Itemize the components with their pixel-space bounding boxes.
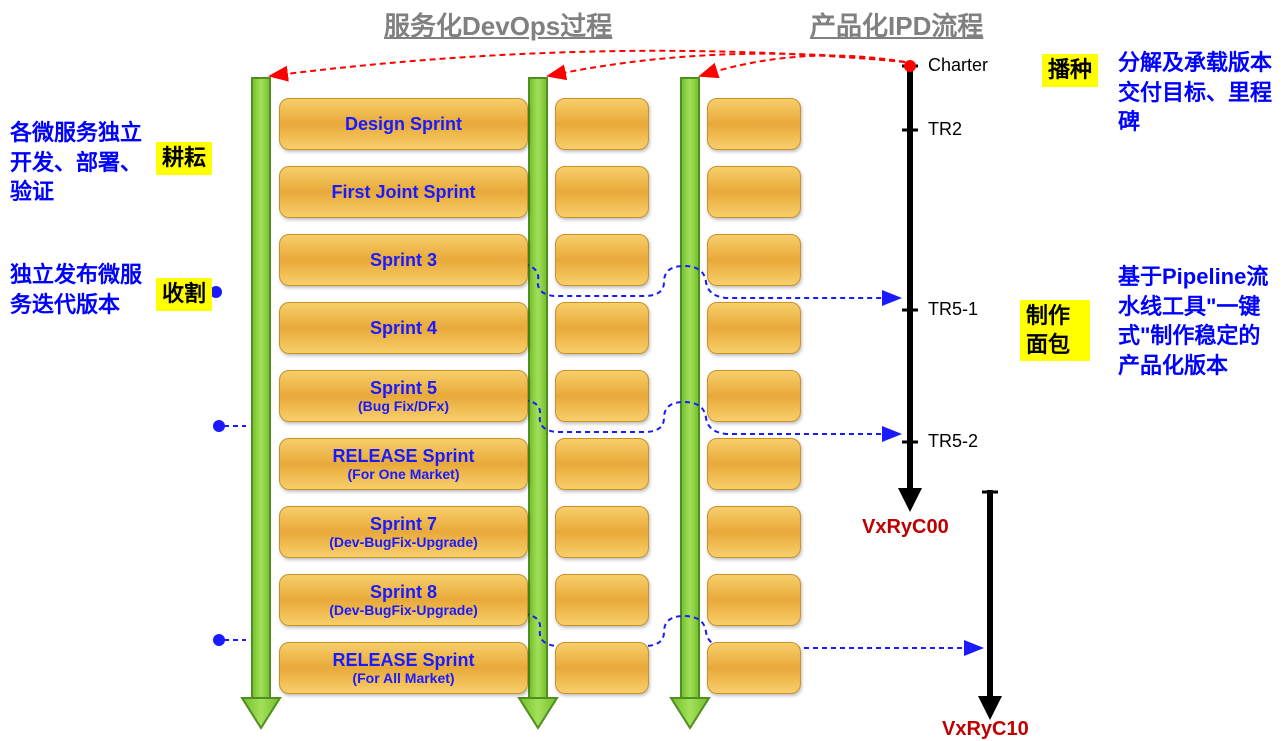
timeline-2 [978,490,1002,720]
tick-charter: Charter [928,55,988,76]
sprint-box-col3-1 [707,166,801,218]
green-arrow-1 [242,78,280,728]
tag-geng: 耕耘 [156,142,212,175]
sprint-sub-7: (Dev-BugFix-Upgrade) [280,603,527,618]
sprint-box-col2-3 [555,302,649,354]
header-right: 产品化IPD流程 [810,6,983,43]
sprint-title-0: Design Sprint [280,114,527,135]
sprint-box-col1-3: Sprint 4 [279,302,528,354]
tick-tr5-1: TR5-1 [928,299,978,320]
sprint-box-col3-3 [707,302,801,354]
red-dash-3 [700,56,905,76]
sprint-box-col2-5 [555,438,649,490]
blue-dot-2 [213,420,225,432]
tick-tr5-2: TR5-2 [928,431,978,452]
left-note-2: 独立发布微服务迭代版本 [10,260,150,319]
sprint-box-col1-2: Sprint 3 [279,234,528,286]
sprint-box-col3-5 [707,438,801,490]
sprint-box-col1-1: First Joint Sprint [279,166,528,218]
sprint-title-3: Sprint 4 [280,318,527,339]
header-left: 服务化DevOps过程 [384,6,612,43]
timeline-1 [898,64,922,512]
sprint-box-col2-2 [555,234,649,286]
tag-bo: 播种 [1042,54,1098,87]
sprint-box-col2-6 [555,506,649,558]
sprint-box-col3-0 [707,98,801,150]
sprint-title-5: RELEASE Sprint [280,446,527,467]
sprint-box-col3-4 [707,370,801,422]
right-note-2: 基于Pipeline流水线工具"一键式"制作稳定的产品化版本 [1118,262,1278,381]
sprint-box-col1-8: RELEASE Sprint(For All Market) [279,642,528,694]
sprint-sub-6: (Dev-BugFix-Upgrade) [280,535,527,550]
sprint-sub-4: (Bug Fix/DFx) [280,399,527,414]
sprint-box-col1-7: Sprint 8(Dev-BugFix-Upgrade) [279,574,528,626]
right-note-1: 分解及承载版本交付目标、里程碑 [1118,48,1278,137]
sprint-box-col2-1 [555,166,649,218]
tick-tr2: TR2 [928,119,962,140]
sprint-box-col2-4 [555,370,649,422]
charter-dot [904,60,916,72]
version-2: VxRyC10 [942,718,1029,741]
sprint-title-1: First Joint Sprint [280,182,527,203]
tag-zhi: 制作面包 [1020,300,1090,361]
blue-dot-3 [213,634,225,646]
sprint-box-col1-0: Design Sprint [279,98,528,150]
sprint-box-col3-6 [707,506,801,558]
sprint-box-col2-7 [555,574,649,626]
sprint-sub-5: (For One Market) [280,467,527,482]
sprint-box-col2-8 [555,642,649,694]
sprint-box-col3-2 [707,234,801,286]
sprint-box-col1-5: RELEASE Sprint(For One Market) [279,438,528,490]
version-1: VxRyC00 [862,516,949,539]
tag-shou: 收割 [156,278,212,311]
sprint-box-col3-7 [707,574,801,626]
sprint-sub-8: (For All Market) [280,671,527,686]
sprint-title-7: Sprint 8 [280,582,527,603]
sprint-box-col1-4: Sprint 5(Bug Fix/DFx) [279,370,528,422]
sprint-box-col3-8 [707,642,801,694]
sprint-title-2: Sprint 3 [280,250,527,271]
sprint-title-6: Sprint 7 [280,514,527,535]
sprint-box-col1-6: Sprint 7(Dev-BugFix-Upgrade) [279,506,528,558]
sprint-box-col2-0 [555,98,649,150]
sprint-title-8: RELEASE Sprint [280,650,527,671]
sprint-title-4: Sprint 5 [280,378,527,399]
left-note-1: 各微服务独立开发、部署、验证 [10,118,150,207]
